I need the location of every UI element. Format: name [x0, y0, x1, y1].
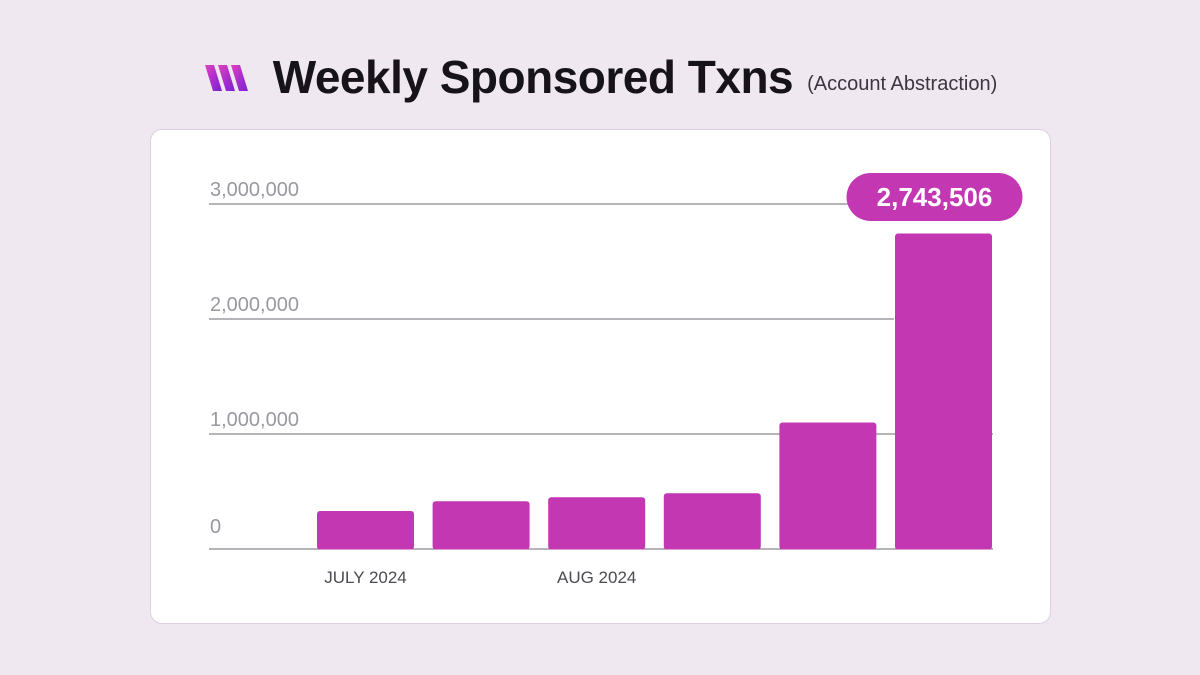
- bar: [317, 511, 414, 550]
- y-tick-label: 2,000,000: [210, 294, 299, 316]
- bar-chart: 0 1,000,000 2,000,000 3,000,000 JULY 2024 AUG…: [209, 173, 1023, 587]
- chart-header: Weekly Sponsored Txns (Account Abstracti…: [0, 42, 1200, 112]
- value-callout: [846, 173, 1023, 221]
- x-category-label: AUG 2024: [557, 568, 636, 587]
- bar: [432, 501, 530, 550]
- y-tick-label: 3,000,000: [210, 179, 299, 201]
- bar: [895, 233, 992, 550]
- y-tick-label: 0: [210, 516, 221, 538]
- bar: [663, 493, 761, 550]
- y-tick-label: 1,000,000: [210, 409, 299, 431]
- bar: [779, 422, 877, 550]
- chart-card: 0 1,000,000 2,000,000 3,000,000 JULY 2024 AUG…: [150, 129, 1051, 624]
- x-category-label: JULY 2024: [324, 568, 407, 587]
- chart-title: Weekly Sponsored Txns: [272, 51, 794, 103]
- brand-logo-icon: [204, 65, 248, 91]
- chart-subtitle: (Account Abstraction): [807, 72, 998, 95]
- bar: [548, 497, 646, 550]
- value-callout-label: 2,743,506: [877, 182, 993, 212]
